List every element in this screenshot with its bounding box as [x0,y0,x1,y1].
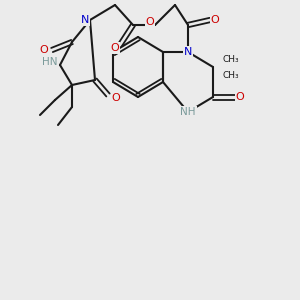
Text: CH₃: CH₃ [223,70,239,80]
Text: HN: HN [42,57,58,67]
Text: O: O [40,45,48,55]
Text: O: O [236,92,244,102]
Text: O: O [146,17,154,27]
Text: CH₃: CH₃ [223,55,239,64]
Text: NH: NH [180,107,196,117]
Text: O: O [111,43,119,53]
Text: N: N [81,15,89,25]
Text: O: O [211,15,219,25]
Text: O: O [112,93,120,103]
Text: N: N [184,47,192,57]
